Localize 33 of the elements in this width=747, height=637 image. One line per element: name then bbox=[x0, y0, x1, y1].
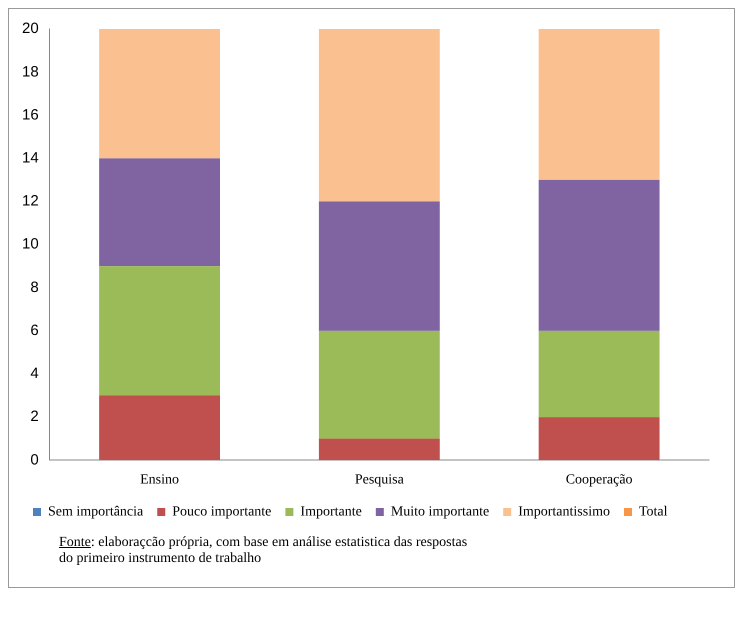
x-tick-label: Ensino bbox=[140, 472, 180, 488]
y-tick-label: 10 bbox=[22, 236, 39, 253]
x-tick-label: Pesquisa bbox=[354, 472, 405, 488]
bar bbox=[538, 29, 660, 180]
x-tick-label: Cooperação bbox=[566, 472, 633, 488]
y-tick-label: 14 bbox=[22, 150, 39, 166]
y-tick-label: 0 bbox=[30, 451, 39, 468]
bar bbox=[538, 330, 660, 418]
bar bbox=[99, 29, 220, 158]
bar bbox=[318, 438, 440, 460]
bar bbox=[99, 266, 220, 396]
bar bbox=[538, 417, 660, 460]
bar bbox=[318, 201, 440, 331]
bar bbox=[538, 180, 660, 331]
y-tick-label: 8 bbox=[30, 278, 39, 296]
bar bbox=[318, 330, 440, 439]
y-tick-label: 6 bbox=[30, 322, 39, 339]
y-tick-label: 20 bbox=[22, 20, 39, 38]
legend-label: Sem importância bbox=[48, 504, 144, 520]
legend-label: Muito importante bbox=[390, 504, 490, 520]
legend-label: Importante bbox=[300, 504, 362, 520]
legend-label: Importantissimo bbox=[518, 504, 610, 520]
bar bbox=[318, 29, 440, 202]
source-note: Fonte: elaboraçcão própria, com base em análise estatistica das respostas do primeiro instrumento de trabalho bbox=[59, 535, 468, 566]
y-tick-label: 4 bbox=[30, 365, 39, 382]
bar bbox=[99, 396, 220, 460]
legend-label: Total bbox=[638, 504, 668, 520]
bar bbox=[99, 158, 220, 266]
y-tick-label: 16 bbox=[22, 106, 39, 124]
y-tick-label: 2 bbox=[30, 408, 39, 426]
y-tick-label: 12 bbox=[22, 192, 39, 210]
legend-label: Pouco importante bbox=[172, 504, 272, 520]
y-tick-label: 18 bbox=[22, 63, 39, 80]
